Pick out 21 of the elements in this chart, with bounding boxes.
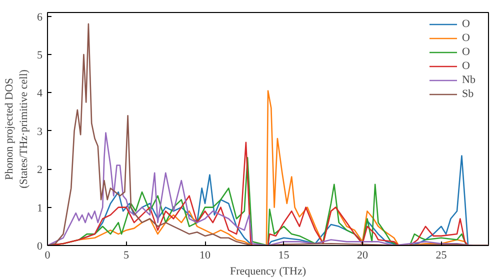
y-tick-label: 5 [37, 50, 43, 62]
legend-label: Nb [462, 74, 476, 86]
y-tick-label: 1 [37, 202, 42, 214]
x-tick-label: 10 [200, 250, 211, 262]
legend-label: O [462, 18, 471, 30]
x-tick-label: 15 [278, 250, 290, 262]
legend-label: O [462, 60, 471, 72]
x-tick-label: 20 [357, 250, 368, 262]
y-tick-label: 3 [37, 126, 43, 138]
y-tick-label: 6 [37, 11, 43, 24]
x-tick-label: 0 [44, 250, 51, 262]
x-tick-label: 25 [436, 250, 448, 262]
y-axis-title: Phonon projected DOS (States/THz·primitive cell) [4, 69, 30, 188]
x-tick-label: 5 [124, 250, 130, 262]
y-tick-label: 2 [37, 164, 42, 176]
x-axis-title: Frequency (THz) [230, 266, 306, 278]
legend-label: O [462, 46, 471, 58]
y-tick-label: 0 [37, 240, 43, 252]
legend-label: O [462, 32, 471, 44]
legend-label: Sb [462, 88, 475, 100]
y-tick-label: 4 [37, 88, 43, 100]
